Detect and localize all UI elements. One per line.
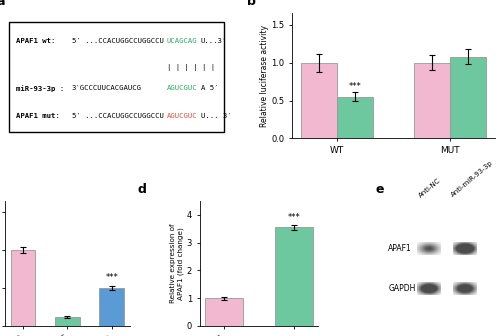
- Bar: [414, 63, 450, 138]
- Text: b: b: [248, 0, 256, 8]
- Bar: [55, 317, 80, 326]
- Bar: [338, 97, 374, 138]
- Text: UCAGCAG: UCAGCAG: [166, 38, 197, 44]
- Text: ***: ***: [349, 82, 362, 91]
- Text: d: d: [138, 183, 147, 196]
- Text: | | | | | |: | | | | | |: [166, 64, 214, 71]
- Text: miR-93-3p :: miR-93-3p :: [16, 85, 64, 92]
- Bar: [10, 250, 35, 326]
- Text: APAF1 mut:: APAF1 mut:: [16, 113, 60, 119]
- Text: a: a: [0, 0, 4, 8]
- Bar: [274, 227, 313, 326]
- Text: Anti-NC: Anti-NC: [418, 177, 442, 199]
- Text: 3′GCCCUUCACGAUCG: 3′GCCCUUCACGAUCG: [72, 85, 142, 91]
- Text: 5′ ...CCACUGGCCUGGCCU: 5′ ...CCACUGGCCUGGCCU: [72, 113, 164, 119]
- Y-axis label: Relative luciferase activity: Relative luciferase activity: [260, 25, 268, 127]
- Bar: [302, 63, 338, 138]
- Text: 5′ ...CCACUGGCCUGGCCU: 5′ ...CCACUGGCCUGGCCU: [72, 38, 164, 44]
- Text: APAF1 wt:: APAF1 wt:: [16, 38, 56, 44]
- Bar: [450, 57, 486, 138]
- Text: APAF1: APAF1: [388, 244, 412, 253]
- Text: ***: ***: [288, 213, 300, 222]
- Bar: [10, 22, 224, 132]
- Text: U...3′: U...3′: [201, 38, 227, 44]
- Text: AGUCGUC: AGUCGUC: [166, 113, 197, 119]
- Bar: [205, 298, 243, 326]
- Text: e: e: [376, 183, 384, 196]
- Bar: [100, 288, 124, 326]
- Text: A 5′: A 5′: [201, 85, 218, 91]
- Text: U... 3′: U... 3′: [201, 113, 232, 119]
- Text: AGUCGUC: AGUCGUC: [166, 85, 197, 91]
- Y-axis label: Relative expression of
APAF1 (fold change): Relative expression of APAF1 (fold chang…: [170, 224, 184, 303]
- Text: Anti-miR-93-3p: Anti-miR-93-3p: [450, 160, 494, 199]
- Text: ***: ***: [106, 274, 118, 282]
- Text: GAPDH: GAPDH: [388, 284, 415, 293]
